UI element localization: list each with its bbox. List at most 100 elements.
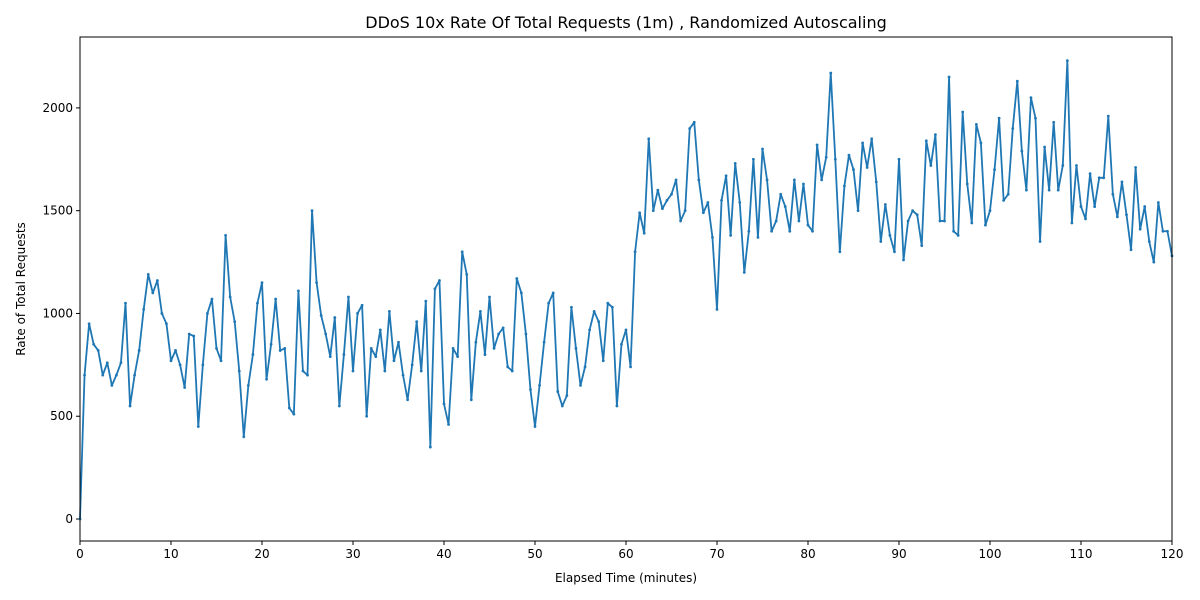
data-point [1125,213,1128,217]
data-point [206,312,209,315]
data-point [1097,176,1101,180]
data-point [856,209,860,213]
data-point [533,425,537,428]
data-point [224,233,228,237]
data-point [374,355,378,359]
data-point [961,110,965,114]
data-point [729,233,733,237]
data-point [692,120,696,124]
data-point [1002,199,1006,202]
x-tick-label: 20 [254,547,269,561]
data-point [242,435,246,439]
data-point [747,229,751,233]
data-point [547,301,551,305]
data-point [187,332,191,336]
data-point [984,223,987,227]
x-tick-label: 70 [709,547,724,561]
data-point [738,201,742,204]
data-point [629,365,632,369]
data-point [442,402,446,406]
data-point [742,270,746,274]
data-point [1134,166,1137,169]
data-point [965,182,969,186]
data-point [647,137,651,141]
data-point [210,297,214,301]
data-point [670,192,673,196]
data-point [802,182,805,186]
data-point [406,398,409,402]
data-point [506,365,510,369]
data-point [392,359,396,363]
data-point [256,301,259,305]
data-point [128,404,132,408]
data-point [752,157,755,161]
data-point [765,178,769,182]
data-point [328,355,332,359]
data-point [861,141,864,145]
data-point [1020,149,1024,153]
data-point [838,250,842,254]
data-point [588,328,591,332]
data-point [333,316,337,319]
data-point [497,332,500,336]
data-point [997,116,1001,120]
data-point [879,240,883,243]
data-point [447,423,450,426]
data-point [806,223,810,227]
data-point [260,281,264,285]
y-tick-label: 500 [50,409,73,423]
data-point [192,334,196,338]
data-point [1152,260,1156,264]
data-point [265,377,268,381]
data-point [565,394,569,398]
data-point [1038,240,1042,243]
data-point [297,289,300,293]
data-point [701,211,705,215]
data-point [597,320,601,324]
data-point [556,390,560,393]
data-point [424,299,428,303]
x-tick-label: 40 [436,547,451,561]
data-point [92,342,96,346]
data-point [483,353,487,356]
x-tick-label: 0 [76,547,84,561]
data-point [952,229,955,233]
data-point [665,199,669,202]
data-point [465,273,469,276]
x-tick-label: 120 [1161,547,1184,561]
x-tick-label: 10 [163,547,178,561]
data-point [119,361,123,365]
x-tick-label: 80 [800,547,815,561]
data-point [606,301,610,305]
data-point [797,219,801,223]
data-point [1106,114,1110,118]
data-point [269,342,273,346]
y-tick-label: 1500 [42,204,73,218]
data-point [820,178,824,182]
data-point [620,342,623,346]
data-point [87,322,91,326]
data-point [829,71,833,75]
data-point [756,236,760,239]
data-point [615,404,619,408]
data-point [1006,192,1010,196]
series-line [79,59,1173,520]
data-point [833,157,837,161]
data-point [924,139,928,143]
data-point [651,209,655,213]
x-tick-label: 30 [345,547,360,561]
data-point [378,328,382,332]
data-point [1011,127,1015,130]
data-point [137,349,141,352]
data-point [301,369,305,373]
data-point [947,75,951,79]
data-point [456,355,460,359]
data-point [519,291,523,295]
data-point [711,236,714,239]
data-point [579,384,582,387]
data-point [124,301,127,305]
data-point [1075,164,1078,167]
x-tick-label: 50 [527,547,542,561]
data-point [1156,201,1160,204]
